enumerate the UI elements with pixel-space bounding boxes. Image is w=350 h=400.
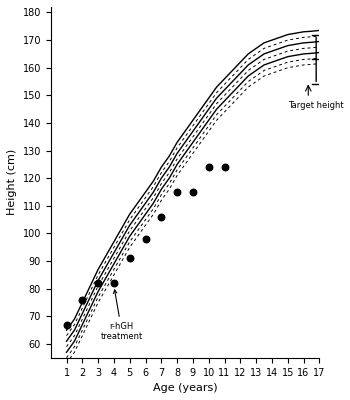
Point bbox=[190, 189, 196, 195]
Point bbox=[222, 164, 228, 170]
Point bbox=[95, 280, 101, 286]
X-axis label: Age (years): Age (years) bbox=[153, 383, 217, 393]
Point bbox=[111, 280, 117, 286]
Text: Target height: Target height bbox=[288, 101, 343, 110]
Y-axis label: Height (cm): Height (cm) bbox=[7, 149, 17, 216]
Point bbox=[127, 255, 133, 262]
Text: r-hGH
treatment: r-hGH treatment bbox=[101, 290, 143, 341]
Point bbox=[159, 214, 164, 220]
Point bbox=[143, 236, 148, 242]
Point bbox=[174, 189, 180, 195]
Point bbox=[206, 164, 211, 170]
Point bbox=[79, 296, 85, 303]
Point bbox=[64, 322, 69, 328]
